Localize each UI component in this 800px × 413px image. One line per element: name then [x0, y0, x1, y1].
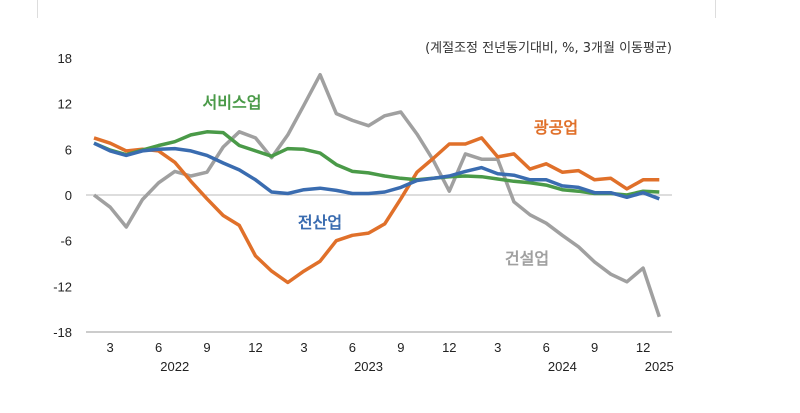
x-tick-label: 9 [397, 340, 404, 355]
x-tick-label: 6 [349, 340, 356, 355]
series-label: 건설업 [505, 249, 549, 268]
y-tick-label: -12 [53, 279, 72, 294]
series-label: 전산업 [298, 213, 342, 232]
x-tick-label: 3 [107, 340, 114, 355]
corner-mark [715, 0, 716, 18]
year-label: 2022 [160, 359, 189, 374]
chart-note: (계절조정 전년동기대비, %, 3개월 이동평균) [425, 41, 672, 56]
y-tick-label: 18 [58, 51, 72, 66]
series-line-전산업 [93, 141, 660, 201]
series-line-건설업 [92, 72, 661, 318]
y-tick-label: 0 [65, 188, 72, 203]
series-label: 서비스업 [203, 93, 262, 112]
y-tick-label: 6 [65, 142, 72, 157]
x-tick-label: 9 [203, 340, 210, 355]
x-tick-label: 3 [494, 340, 501, 355]
year-label: 2023 [354, 359, 383, 374]
series-label: 광공업 [534, 118, 578, 137]
x-tick-label: 12 [636, 340, 650, 355]
year-label: 2025 [645, 359, 674, 374]
x-tick-label: 6 [155, 340, 162, 355]
y-tick-label: 12 [58, 97, 72, 112]
x-tick-label: 3 [300, 340, 307, 355]
year-label: 2024 [548, 359, 577, 374]
corner-mark [37, 0, 38, 18]
y-tick-label: -6 [60, 234, 72, 249]
series-line-광공업 [93, 136, 660, 285]
x-tick-label: 6 [543, 340, 550, 355]
x-tick-label: 12 [248, 340, 262, 355]
x-tick-label: 9 [591, 340, 598, 355]
x-tick-label: 12 [442, 340, 456, 355]
y-tick-label: -18 [53, 325, 72, 340]
series-line-서비스업 [93, 130, 660, 197]
